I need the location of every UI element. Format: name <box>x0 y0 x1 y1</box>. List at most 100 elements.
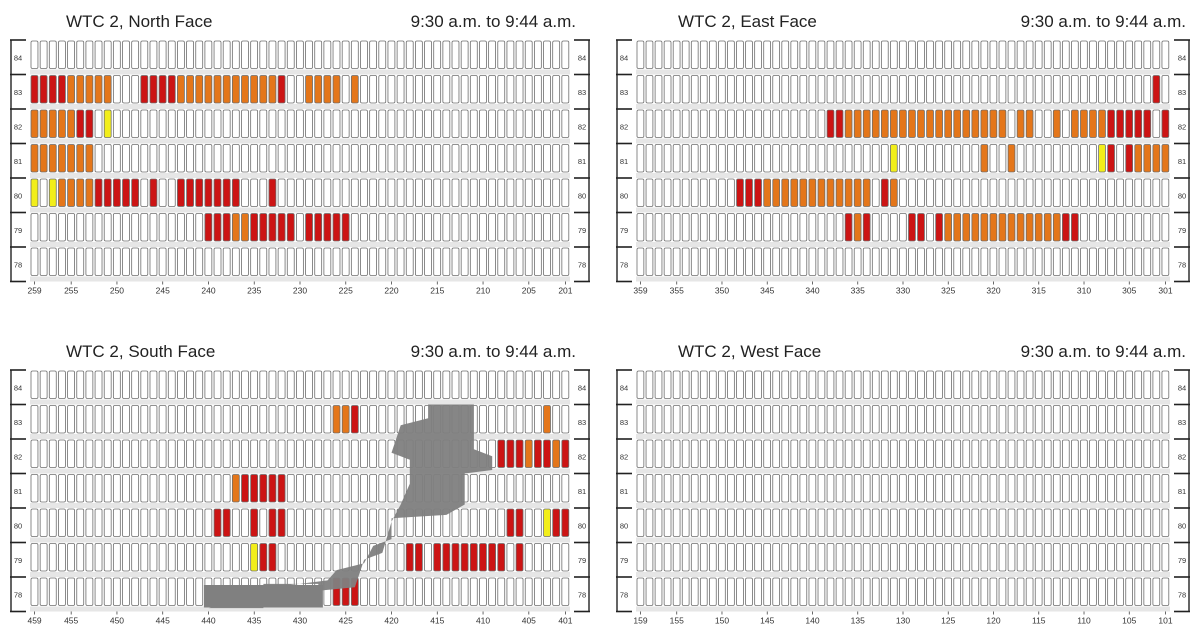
column-cell <box>396 178 405 207</box>
column-cell <box>122 40 130 69</box>
column-cell <box>85 109 94 138</box>
column-cell <box>250 247 259 276</box>
column-cell <box>515 213 524 242</box>
column-cell <box>387 40 396 69</box>
column-cell <box>699 405 708 434</box>
column-cell <box>314 370 323 399</box>
column-cell <box>1016 213 1025 242</box>
column-cell <box>790 405 799 434</box>
column-cell <box>451 543 460 572</box>
column-cell <box>1134 405 1143 434</box>
column-cell <box>672 405 681 434</box>
column-cell <box>222 144 231 173</box>
column-cell <box>76 370 85 399</box>
floor-label-left: 78 <box>620 590 628 599</box>
column-cell <box>944 439 952 468</box>
floor-slab <box>30 173 570 178</box>
column-cell <box>826 75 835 104</box>
column-cell <box>103 370 112 399</box>
column-cell <box>39 439 48 468</box>
column-cell <box>799 405 808 434</box>
floor-slab <box>636 434 1170 439</box>
column-cell <box>405 370 414 399</box>
column-cell <box>1116 474 1124 503</box>
column-cell <box>533 543 542 572</box>
floor-label-right: 83 <box>1178 88 1186 97</box>
column-cell <box>944 213 952 242</box>
column-cell <box>880 109 889 138</box>
column-cell <box>1116 213 1124 242</box>
column-cell <box>424 247 432 276</box>
column-cell <box>953 543 962 572</box>
column-cell <box>844 213 853 242</box>
column-cell <box>690 109 699 138</box>
column-cell <box>85 508 94 537</box>
column-cell <box>871 178 880 207</box>
column-cell <box>158 178 167 207</box>
column-cell <box>552 109 561 138</box>
column-cell <box>277 40 286 69</box>
column-cell <box>305 178 313 207</box>
column-cell <box>524 213 533 242</box>
column-cell <box>690 405 699 434</box>
column-cell <box>935 370 943 399</box>
column-cell <box>853 405 862 434</box>
column-cell <box>1034 178 1043 207</box>
x-tick-label: 435 <box>247 616 261 626</box>
column-cell <box>790 543 799 572</box>
column-cell <box>980 439 989 468</box>
column-cell <box>799 543 808 572</box>
column-cell <box>451 144 460 173</box>
column-cell <box>332 75 341 104</box>
column-cell <box>433 40 442 69</box>
column-cell <box>350 439 359 468</box>
column-cell <box>405 213 414 242</box>
column-cell <box>533 405 542 434</box>
column-cell <box>754 40 762 69</box>
column-cell <box>30 178 39 207</box>
column-cell <box>799 178 808 207</box>
column-cell <box>853 474 862 503</box>
column-cell <box>1098 474 1106 503</box>
column-cell <box>323 474 332 503</box>
column-cell <box>552 543 561 572</box>
column-cell <box>85 543 94 572</box>
column-cell <box>58 109 66 138</box>
column-cell <box>48 75 57 104</box>
column-cell <box>1007 439 1016 468</box>
column-cell <box>835 144 844 173</box>
column-cell <box>286 178 295 207</box>
column-cell <box>1025 577 1034 606</box>
column-cell <box>332 543 341 572</box>
column-cell <box>853 247 862 276</box>
column-cell <box>808 474 817 503</box>
west-face-title: WTC 2, West Face <box>678 342 822 361</box>
column-cell <box>690 508 699 537</box>
column-cell <box>58 144 66 173</box>
column-cell <box>817 144 826 173</box>
column-cell <box>469 178 478 207</box>
column-cell <box>1089 543 1097 572</box>
column-cell <box>103 543 112 572</box>
column-cell <box>690 40 699 69</box>
column-cell <box>835 247 844 276</box>
column-cell <box>112 247 121 276</box>
column-cell <box>268 247 277 276</box>
column-cell <box>1016 144 1025 173</box>
column-cell <box>998 370 1007 399</box>
x-tick-label: 240 <box>201 286 215 296</box>
column-cell <box>506 577 515 606</box>
column-cell <box>543 577 551 606</box>
column-cell <box>222 178 231 207</box>
column-cell <box>131 370 140 399</box>
column-cell <box>1034 109 1043 138</box>
column-cell <box>636 144 645 173</box>
column-cell <box>479 370 487 399</box>
floor-label-right: 79 <box>1178 556 1186 565</box>
column-cell <box>745 508 753 537</box>
column-cell <box>85 439 94 468</box>
column-cell <box>835 474 844 503</box>
column-cell <box>899 439 907 468</box>
column-cell <box>727 144 735 173</box>
column-cell <box>122 405 130 434</box>
